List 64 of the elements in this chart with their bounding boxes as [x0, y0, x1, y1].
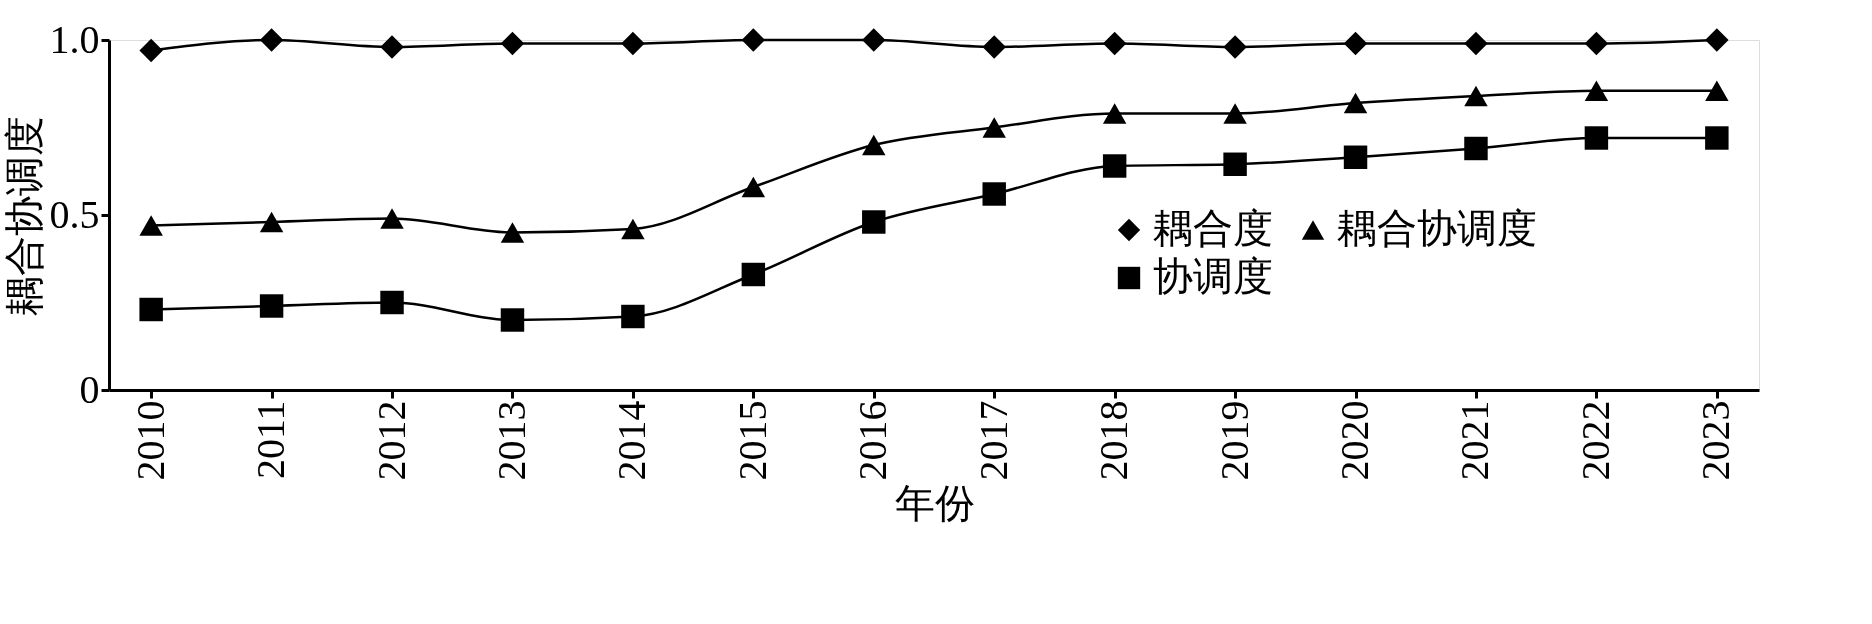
x-tick-label: 2015 [729, 400, 775, 481]
x-tick-label: 2019 [1211, 400, 1257, 481]
x-tick-label: 2013 [488, 400, 534, 481]
point [621, 218, 645, 240]
point [259, 28, 284, 52]
point [380, 208, 404, 229]
x-tick-label: 2023 [1693, 400, 1739, 481]
point [1705, 126, 1729, 150]
point [862, 210, 886, 234]
point [1584, 80, 1609, 101]
point [862, 134, 886, 156]
legend-label: 耦合度 [1153, 206, 1273, 251]
point [982, 182, 1006, 206]
point [1223, 152, 1247, 176]
y-axis-title: 耦合协调度 [1, 115, 47, 316]
point [1343, 145, 1368, 169]
x-tick-label: 2018 [1091, 400, 1137, 481]
point [741, 262, 766, 287]
x-tick-label: 2020 [1332, 400, 1378, 481]
point [1705, 80, 1729, 101]
y-tick-label: 0 [79, 366, 100, 412]
point [139, 38, 163, 63]
y-tick-label: 1.0 [49, 16, 100, 62]
x-tick-label: 2011 [248, 400, 294, 480]
point [500, 308, 525, 332]
point [259, 211, 284, 233]
x-tick-label: 2010 [127, 400, 173, 481]
x-tick-label: 2021 [1452, 400, 1498, 481]
point [1343, 31, 1368, 56]
legend-label: 协调度 [1153, 254, 1273, 299]
point [862, 28, 886, 52]
point [1223, 103, 1247, 124]
point [259, 294, 284, 318]
point [380, 35, 404, 59]
point [139, 215, 163, 236]
point [1464, 85, 1488, 107]
x-tick-label: 2022 [1572, 400, 1618, 481]
point [1705, 28, 1729, 52]
x-tick-label: 2017 [970, 400, 1016, 481]
point [1223, 35, 1247, 59]
point [741, 176, 766, 198]
point [139, 297, 163, 322]
point [1102, 103, 1127, 124]
x-tick-label: 2012 [368, 400, 414, 481]
point [1584, 31, 1609, 56]
point [1102, 154, 1127, 178]
point [1343, 92, 1368, 114]
x-axis-title: 年份 [894, 480, 975, 526]
point [500, 222, 525, 243]
point [621, 31, 645, 56]
point [621, 304, 645, 329]
point [380, 290, 404, 315]
point [1584, 126, 1609, 150]
point [1102, 31, 1127, 56]
point [1464, 136, 1488, 161]
point [500, 31, 525, 56]
y-tick-label: 0.5 [49, 191, 100, 237]
point [982, 117, 1006, 138]
x-tick-label: 2014 [609, 400, 655, 481]
point [982, 35, 1006, 59]
point [741, 28, 766, 52]
legend-label: 耦合协调度 [1337, 206, 1537, 251]
x-tick-label: 2016 [850, 400, 896, 481]
point [1464, 31, 1488, 56]
